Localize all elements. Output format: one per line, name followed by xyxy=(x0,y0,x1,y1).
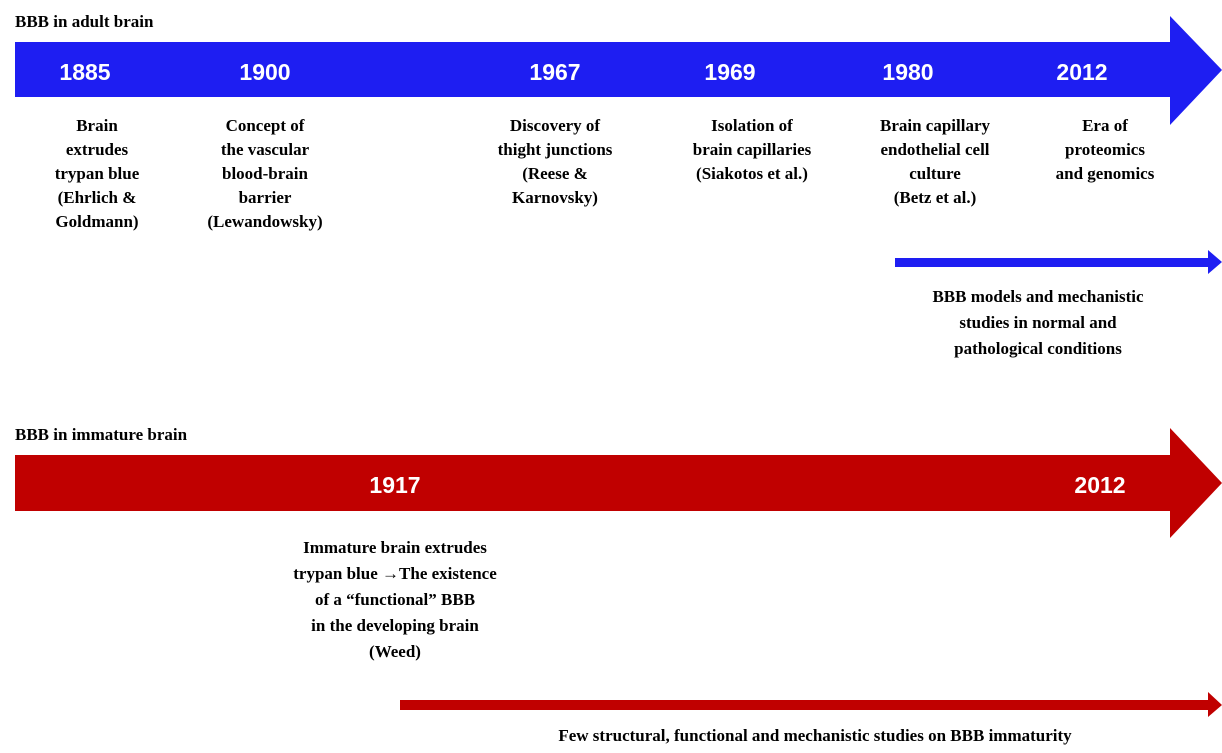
event-description: Isolation of xyxy=(711,116,793,135)
timeline-note: studies in normal and xyxy=(959,313,1117,332)
event-description: blood-brain xyxy=(222,164,309,183)
event-description: thight junctions xyxy=(498,140,613,159)
event-description: the vascular xyxy=(221,140,310,159)
event-description: endothelial cell xyxy=(880,140,989,159)
event-description: barrier xyxy=(239,188,292,207)
event-year: 2012 xyxy=(1056,59,1107,85)
event-year: 1969 xyxy=(704,59,755,85)
event-description: trypan blue xyxy=(55,164,140,183)
event-description: proteomics xyxy=(1065,140,1145,159)
event-description: in the developing brain xyxy=(311,616,479,635)
event-year: 1980 xyxy=(882,59,933,85)
event-year: 2012 xyxy=(1074,472,1125,498)
event-year: 1885 xyxy=(59,59,110,85)
timeline-note: BBB models and mechanistic xyxy=(932,287,1144,306)
event-year: 1900 xyxy=(239,59,290,85)
adult-note-arrow xyxy=(895,250,1222,274)
event-description: Discovery of xyxy=(510,116,601,135)
timeline-note: pathological conditions xyxy=(954,339,1122,358)
timeline-label: BBB in adult brain xyxy=(15,12,154,31)
event-description: (Lewandowsky) xyxy=(207,212,322,231)
event-year: 1967 xyxy=(529,59,580,85)
event-description: Concept of xyxy=(226,116,305,135)
event-description: (Reese & xyxy=(522,164,588,183)
event-description: Brain xyxy=(76,116,118,135)
event-description: brain capillaries xyxy=(693,140,812,159)
event-description: and genomics xyxy=(1056,164,1155,183)
immature-note-arrow xyxy=(400,692,1222,717)
timeline-label: BBB in immature brain xyxy=(15,425,188,444)
event-description: Brain capillary xyxy=(880,116,991,135)
event-description: culture xyxy=(909,164,961,183)
event-description: (Betz et al.) xyxy=(894,188,977,207)
event-description: Karnovsky) xyxy=(512,188,598,207)
immature-arrow xyxy=(15,428,1222,538)
event-description: extrudes xyxy=(66,140,129,159)
event-description: of a “functional” BBB xyxy=(315,590,475,609)
event-year: 1917 xyxy=(369,472,420,498)
event-description: Era of xyxy=(1082,116,1128,135)
event-description: (Ehrlich & xyxy=(58,188,137,207)
event-description: (Siakotos et al.) xyxy=(696,164,808,183)
event-description: (Weed) xyxy=(369,642,421,661)
event-description: trypan blue →The existence xyxy=(293,564,497,583)
event-description: Immature brain extrudes xyxy=(303,538,487,557)
adult-arrow xyxy=(15,16,1222,125)
timeline-note: Few structural, functional and mechanist… xyxy=(558,726,1072,745)
event-description: Goldmann) xyxy=(55,212,138,231)
